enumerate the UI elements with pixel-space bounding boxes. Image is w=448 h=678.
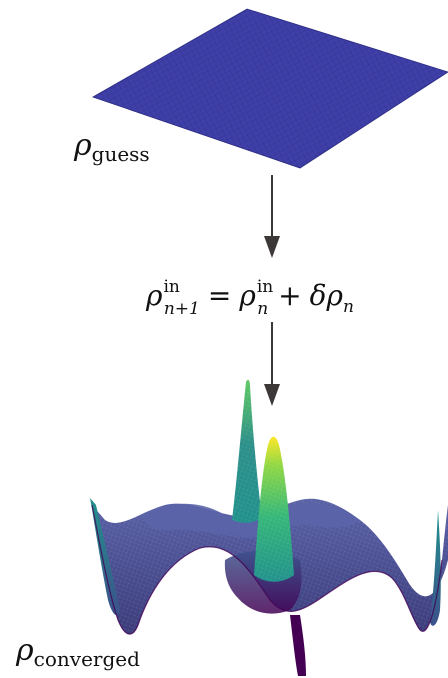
- guess-density-surface: [92, 8, 448, 169]
- arrow-down-icon: [264, 175, 280, 258]
- converged-density-surface: [90, 379, 448, 676]
- density-mixing-equation: ρin n+1 = ρin n + δρn: [145, 277, 354, 319]
- guess-label: ρguess: [73, 128, 150, 166]
- converged-label: ρconverged: [15, 633, 140, 671]
- arrow-down-icon-2: [264, 322, 280, 406]
